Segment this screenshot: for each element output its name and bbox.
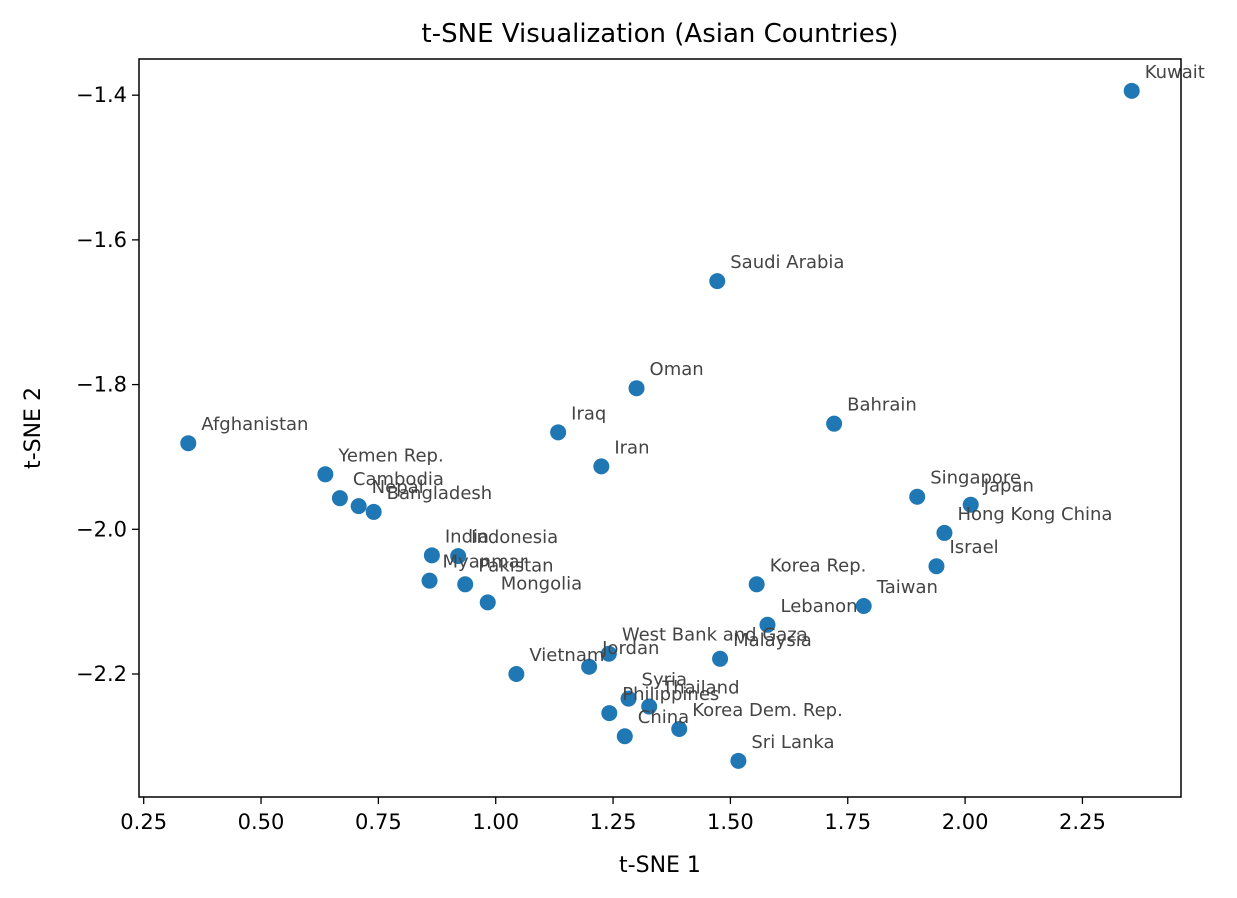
x-tick-label: 2.25 (1059, 810, 1106, 834)
point-philippines (601, 705, 618, 722)
point-label-mongolia: Mongolia (501, 573, 582, 594)
point-label-afghanistan: Afghanistan (201, 414, 308, 435)
y-tick-label: −1.8 (76, 373, 127, 397)
point-label-japan: Japan (983, 476, 1034, 497)
chart-title: t-SNE Visualization (Asian Countries) (422, 19, 899, 49)
point-label-vietnam: Vietnam (529, 645, 604, 666)
point-syria (620, 690, 637, 707)
point-label-yemen-rep: Yemen Rep. (337, 445, 443, 466)
x-tick-label: 0.50 (238, 810, 285, 834)
point-label-singapore: Singapore (930, 468, 1021, 489)
point-cambodia (331, 490, 348, 507)
point-label-iran: Iran (614, 437, 649, 458)
point-iraq (550, 424, 567, 441)
y-axis-title: t-SNE 2 (21, 387, 46, 469)
point-vietnam (508, 666, 525, 682)
point-label-oman: Oman (650, 359, 704, 380)
point-thailand (641, 698, 658, 715)
point-label-jordan: Jordan (601, 638, 659, 659)
point-afghanistan (180, 435, 197, 452)
point-label-lebanon: Lebanon (780, 596, 857, 617)
point-indonesia (450, 548, 467, 565)
labels-layer: Kuwait Saudi Arabia Oman Bahrain Afghanistan… (201, 62, 1205, 753)
x-tick-label: 1.75 (824, 810, 871, 834)
point-label-west-bank-and-gaza: West Bank and Gaza (622, 625, 808, 646)
point-label-syria: Syria (642, 670, 688, 691)
x-tick-label: 1.00 (472, 810, 519, 834)
point-label-china: China (638, 707, 689, 728)
point-label-cambodia: Cambodia (353, 469, 444, 490)
y-tick-label: −1.4 (76, 83, 127, 107)
point-label-india: India (445, 526, 489, 547)
y-tick-label: −1.6 (76, 228, 127, 252)
point-label-saudi-arabia: Saudi Arabia (730, 252, 844, 273)
point-hong-kong-china (936, 524, 953, 541)
point-label-korea-dem-rep: Korea Dem. Rep. (692, 700, 843, 721)
point-label-taiwan: Taiwan (876, 577, 938, 598)
point-jordan (581, 658, 598, 675)
point-label-pakistan: Pakistan (478, 555, 553, 576)
point-yemen-rep (317, 466, 334, 483)
point-bahrain (826, 415, 843, 432)
point-pakistan (457, 576, 474, 593)
point-iran (593, 458, 610, 475)
x-tick-label: 0.25 (120, 810, 167, 834)
point-west-bank-and-gaza (600, 645, 617, 662)
point-bangladesh (365, 503, 382, 520)
y-tick-label: −2.0 (76, 517, 127, 541)
point-lebanon (759, 616, 776, 633)
y-axis: −2.2 −2.0 −1.8 −1.6 −1.4 (76, 83, 139, 686)
point-label-philippines: Philippines (622, 684, 719, 705)
point-label-israel: Israel (949, 537, 998, 558)
point-singapore (909, 488, 926, 505)
point-label-indonesia: Indonesia (471, 527, 558, 548)
point-korea-rep (748, 576, 765, 593)
point-india (423, 547, 440, 564)
point-nepal (350, 498, 367, 515)
point-label-thailand: Thailand (661, 678, 739, 699)
point-label-korea-rep: Korea Rep. (770, 555, 867, 576)
point-label-kuwait: Kuwait (1145, 62, 1205, 83)
x-tick-label: 0.75 (355, 810, 402, 834)
point-label-nepal: Nepal (372, 477, 424, 498)
point-oman (628, 380, 645, 397)
point-taiwan (855, 597, 872, 614)
point-label-bangladesh: Bangladesh (387, 483, 493, 504)
point-korea-dem-rep (671, 720, 688, 737)
point-mongolia (479, 594, 496, 611)
point-japan (962, 496, 979, 513)
point-kuwait (1123, 82, 1140, 99)
point-label-myanmar: Myanmar (443, 552, 528, 573)
point-sri-lanka (730, 752, 747, 769)
y-tick-label: −2.2 (76, 662, 127, 686)
x-tick-label: 1.25 (590, 810, 637, 834)
x-tick-label: 2.00 (942, 810, 989, 834)
point-label-sri-lanka: Sri Lanka (751, 732, 834, 753)
point-label-hong-kong-china: Hong Kong China (957, 504, 1112, 525)
point-saudi-arabia (709, 273, 726, 290)
point-myanmar (421, 572, 438, 589)
point-label-iraq: Iraq (571, 403, 606, 424)
point-israel (928, 558, 945, 575)
points-layer (180, 82, 1140, 769)
x-axis: 0.25 0.50 0.75 1.00 1.25 1.50 1.75 2.00 2.25 (120, 797, 1106, 834)
point-label-bahrain: Bahrain (847, 395, 917, 416)
plot-frame (138, 58, 1182, 798)
x-axis-title: t-SNE 1 (619, 853, 701, 878)
point-malaysia (712, 650, 729, 667)
x-tick-label: 1.50 (707, 810, 754, 834)
point-label-malaysia: Malaysia (733, 630, 812, 651)
point-china (616, 728, 633, 745)
